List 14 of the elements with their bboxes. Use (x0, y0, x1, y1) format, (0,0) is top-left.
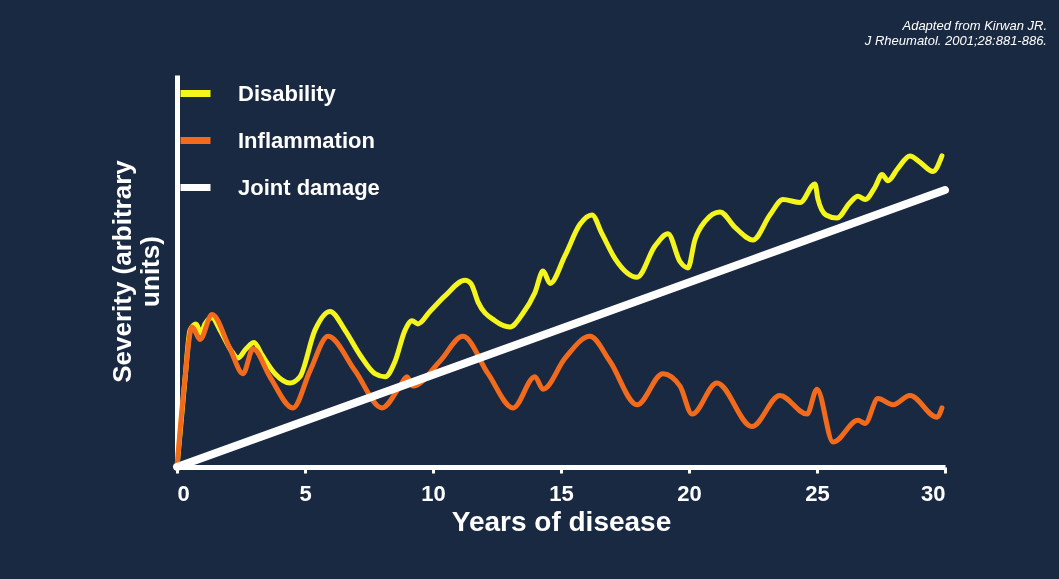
x-tick-label: 25 (805, 480, 830, 506)
text: J Rheumatol. 2001;28:881-886. (863, 33, 1047, 48)
x-axis-title: Years of disease (451, 505, 672, 537)
x-tick-label: 10 (421, 480, 446, 506)
x-tick-label: 0 (177, 480, 190, 506)
y-axis-title: Severity (arbitrary units) (106, 159, 165, 383)
legend-label: Disability (238, 80, 337, 106)
x-tick-label: 20 (677, 480, 702, 506)
text: Adapted from Kirwan JR. (901, 18, 1047, 33)
legend-label: Joint damage (238, 174, 380, 200)
x-tick-label: 15 (549, 480, 574, 506)
x-tick-label: 30 (921, 480, 946, 506)
x-tick-label: 5 (299, 480, 312, 506)
legend-label: Inflammation (238, 127, 375, 153)
